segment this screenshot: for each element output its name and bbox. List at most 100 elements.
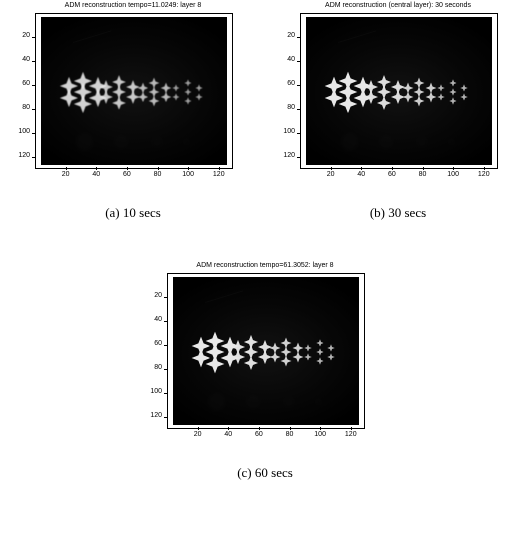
ytick-mark xyxy=(32,109,35,110)
blob-c-1 xyxy=(246,395,261,410)
ytick-mark xyxy=(297,157,300,158)
star-b-c2-s2 xyxy=(426,91,437,102)
star-a-c3-s1 xyxy=(196,84,203,91)
xtick-label: 100 xyxy=(443,171,463,178)
star-c-c3-s0 xyxy=(316,339,324,347)
ytick-mark xyxy=(297,85,300,86)
star-a-c2-s6 xyxy=(149,87,160,98)
xtick-label: 20 xyxy=(56,171,76,178)
star-b-c3-s5 xyxy=(437,84,444,91)
xtick-label: 80 xyxy=(148,171,168,178)
ytick-mark xyxy=(297,37,300,38)
ytick-label: 60 xyxy=(10,80,30,87)
blob-c-0 xyxy=(208,393,225,410)
blob-c-3 xyxy=(314,398,323,407)
star-c-c2-s6 xyxy=(281,347,292,358)
xtick-mark xyxy=(219,167,220,170)
panel-title-a: ADM reconstruction tempo=11.0249: layer … xyxy=(25,2,241,9)
xtick-label: 60 xyxy=(249,431,269,438)
ytick-label: 120 xyxy=(10,152,30,159)
xtick-mark xyxy=(259,427,260,430)
xtick-label: 40 xyxy=(218,431,238,438)
ytick-mark xyxy=(32,157,35,158)
panel-title-b: ADM reconstruction (central layer): 30 s… xyxy=(290,2,506,9)
ytick-label: 80 xyxy=(142,364,162,371)
star-a-c1-s5 xyxy=(100,80,114,94)
ytick-mark xyxy=(164,369,167,370)
blob-a-0 xyxy=(76,133,93,150)
xtick-label: 80 xyxy=(413,171,433,178)
ytick-mark xyxy=(297,109,300,110)
panel-title-c: ADM reconstruction tempo=61.3052: layer … xyxy=(157,262,373,269)
star-c-c3-s5 xyxy=(304,344,312,352)
ytick-label: 60 xyxy=(275,80,295,87)
xtick-label: 120 xyxy=(341,431,361,438)
caption-a: (a) 10 secs xyxy=(70,205,196,221)
ytick-mark xyxy=(164,345,167,346)
blob-b-1 xyxy=(379,135,394,150)
blob-a-3 xyxy=(182,138,191,147)
xtick-label: 100 xyxy=(178,171,198,178)
streak-a xyxy=(73,31,111,44)
xtick-mark xyxy=(351,427,352,430)
star-c-c3-s4 xyxy=(304,353,312,361)
star-b-c1-s5 xyxy=(364,80,378,94)
ytick-label: 20 xyxy=(10,32,30,39)
star-a-c2-s5 xyxy=(137,82,148,93)
ytick-label: 40 xyxy=(142,316,162,323)
ytick-label: 20 xyxy=(142,292,162,299)
image-field-b xyxy=(306,17,492,165)
streak-b xyxy=(338,31,376,44)
xtick-label: 20 xyxy=(321,171,341,178)
streak-c xyxy=(205,291,243,304)
xtick-mark xyxy=(392,167,393,170)
xtick-mark xyxy=(423,167,424,170)
star-b-c2-s6 xyxy=(414,87,425,98)
ytick-mark xyxy=(32,37,35,38)
star-a-c3-s2 xyxy=(196,93,203,100)
star-b-c0-s6 xyxy=(339,83,358,102)
star-c-c2-s5 xyxy=(269,342,280,353)
xtick-label: 120 xyxy=(474,171,494,178)
ytick-label: 80 xyxy=(10,104,30,111)
xtick-label: 100 xyxy=(310,431,330,438)
star-a-c3-s4 xyxy=(172,93,179,100)
star-b-c3-s1 xyxy=(461,84,468,91)
star-c-c3-s2 xyxy=(328,353,336,361)
star-a-c1-s6 xyxy=(113,85,127,99)
xtick-label: 40 xyxy=(86,171,106,178)
ytick-mark xyxy=(164,417,167,418)
xtick-label: 60 xyxy=(117,171,137,178)
star-c-c2-s2 xyxy=(292,351,303,362)
blob-c-2 xyxy=(283,396,295,408)
star-c-c3-s6 xyxy=(316,348,324,356)
xtick-mark xyxy=(290,427,291,430)
xtick-label: 80 xyxy=(280,431,300,438)
xtick-mark xyxy=(188,167,189,170)
ytick-mark xyxy=(297,133,300,134)
star-c-c1-s6 xyxy=(244,345,258,359)
star-b-c3-s2 xyxy=(461,93,468,100)
star-c-c1-s5 xyxy=(231,340,245,354)
xtick-label: 40 xyxy=(351,171,371,178)
ytick-label: 40 xyxy=(10,56,30,63)
plot-box-c xyxy=(167,273,365,429)
plot-box-b xyxy=(300,13,498,169)
xtick-label: 60 xyxy=(382,171,402,178)
xtick-mark xyxy=(198,427,199,430)
ytick-mark xyxy=(32,85,35,86)
star-b-c1-s6 xyxy=(377,85,391,99)
star-c-c3-s1 xyxy=(328,344,336,352)
blob-b-3 xyxy=(447,138,456,147)
ytick-mark xyxy=(164,321,167,322)
xtick-mark xyxy=(484,167,485,170)
ytick-label: 80 xyxy=(275,104,295,111)
xtick-label: 120 xyxy=(209,171,229,178)
plot-box-a xyxy=(35,13,233,169)
star-b-c3-s4 xyxy=(437,93,444,100)
star-b-c3-s3 xyxy=(449,98,456,105)
star-a-c2-s4 xyxy=(137,91,148,102)
xtick-mark xyxy=(66,167,67,170)
star-a-c3-s6 xyxy=(184,89,191,96)
star-a-c3-s5 xyxy=(172,84,179,91)
